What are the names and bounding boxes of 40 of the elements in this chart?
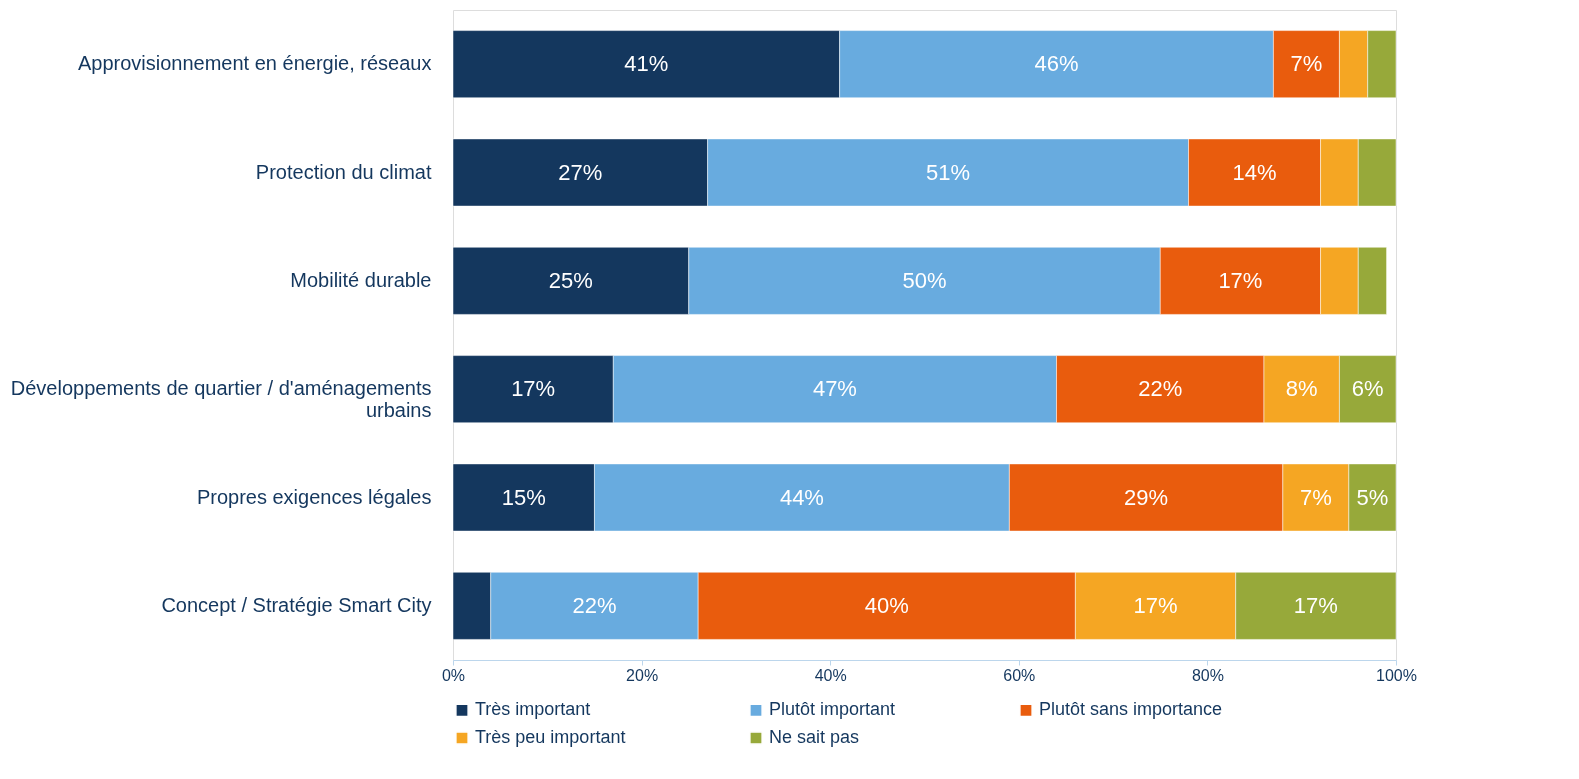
x-tick-label: 40% <box>814 666 847 684</box>
data-label: 22% <box>1138 376 1183 402</box>
x-tick-label: 100% <box>1376 666 1417 684</box>
data-label: 7% <box>1299 484 1332 510</box>
data-label: 44% <box>779 484 824 510</box>
y-tick-label: Propres exigences légales <box>196 485 432 508</box>
legend-label: Plutôt sans importance <box>1039 699 1223 720</box>
data-label: 29% <box>1124 484 1169 510</box>
y-tick-label: Approvisionnement en énergie, réseaux <box>77 52 432 75</box>
data-label: 17% <box>1293 592 1338 618</box>
x-tick-label: 80% <box>1191 666 1224 684</box>
data-label: 7% <box>1290 51 1323 77</box>
data-label: 40% <box>864 592 909 618</box>
data-label: 51% <box>926 159 971 185</box>
data-label: 22% <box>572 592 617 618</box>
data-label: 14% <box>1232 159 1277 185</box>
x-tick-label: 60% <box>1003 666 1036 684</box>
legend-label: Plutôt important <box>769 699 896 720</box>
legend-label: Très peu important <box>475 727 626 747</box>
y-tick-label: Concept / Stratégie Smart City <box>161 593 432 616</box>
data-label: 46% <box>1034 51 1079 77</box>
y-tick-label: Développements de quartier / d'aménagements urbains <box>10 377 432 422</box>
legend-label: Très important <box>475 699 591 720</box>
data-label: 6% <box>1351 376 1384 402</box>
data-label: 47% <box>812 376 857 402</box>
x-tick-label: 20% <box>626 666 659 684</box>
data-label: 17% <box>1218 267 1263 293</box>
y-tick-label: Mobilité durable <box>290 268 432 291</box>
data-label: 5% <box>1356 484 1389 510</box>
data-label: 41% <box>624 51 669 77</box>
y-tick-label: Protection du climat <box>255 160 432 183</box>
legend-label: Ne sait pas <box>769 727 860 747</box>
data-label: 17% <box>1133 592 1178 618</box>
data-label: 8% <box>1285 376 1318 402</box>
data-label: 50% <box>902 267 947 293</box>
data-label: 17% <box>511 376 556 402</box>
x-tick-label: 0% <box>441 666 466 684</box>
data-label: 15% <box>501 484 546 510</box>
data-label: 25% <box>548 267 593 293</box>
data-label: 27% <box>558 159 603 185</box>
